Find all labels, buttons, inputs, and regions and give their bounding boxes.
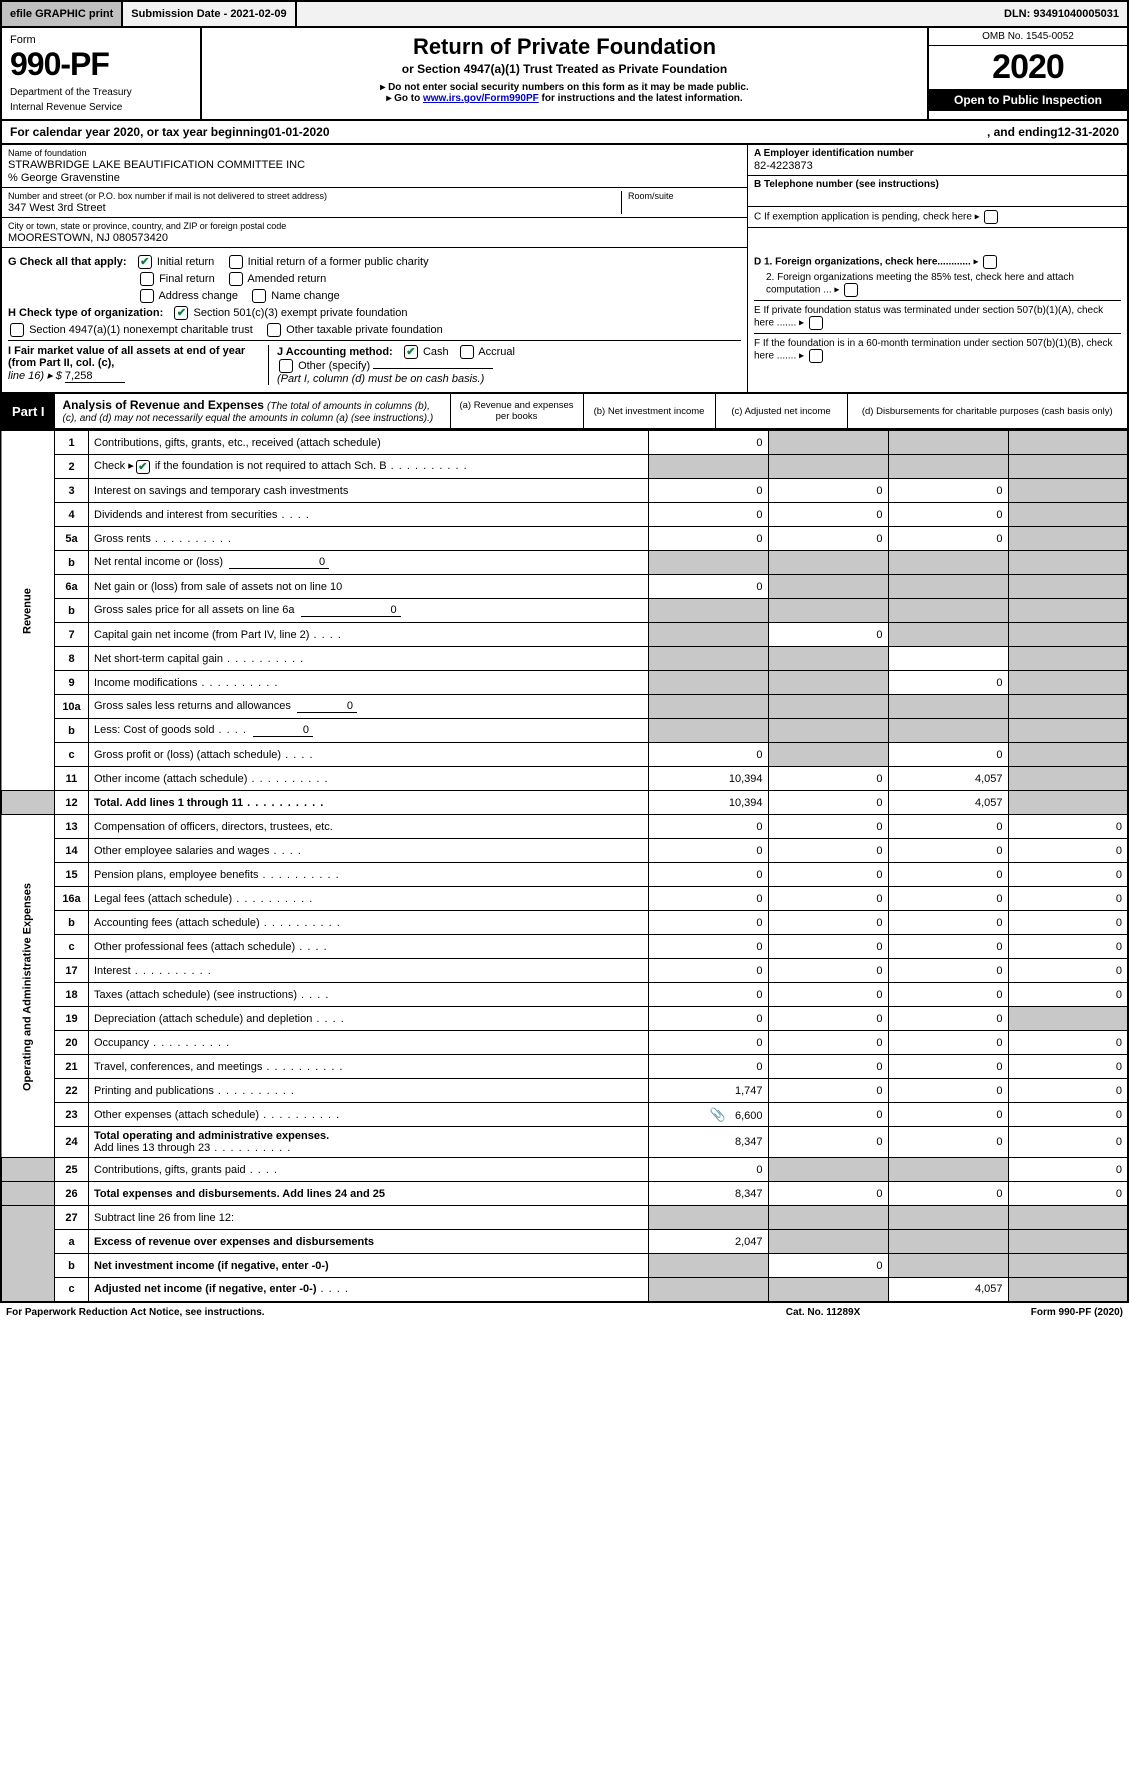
- part1-title: Analysis of Revenue and Expenses: [63, 398, 264, 412]
- header-right: OMB No. 1545-0052 2020 Open to Public In…: [927, 28, 1127, 119]
- open-to-public: Open to Public Inspection: [929, 89, 1127, 111]
- bullet-ssn: ▸ Do not enter social security numbers o…: [212, 82, 917, 93]
- fmv-value: 7,258: [65, 370, 125, 383]
- year-begin: 01-01-2020: [268, 125, 329, 139]
- col-c-header: (c) Adjusted net income: [715, 394, 847, 428]
- ein-value: 82-4223873: [754, 160, 1121, 172]
- d2-label: 2. Foreign organizations meeting the 85%…: [766, 272, 1074, 296]
- efile-label: efile GRAPHIC print: [2, 2, 123, 26]
- calendar-year-row: For calendar year 2020, or tax year begi…: [0, 121, 1129, 145]
- i-label: I Fair market value of all assets at end…: [8, 345, 245, 369]
- 4947-checkbox[interactable]: [10, 323, 24, 337]
- col-b-header: (b) Net investment income: [583, 394, 715, 428]
- top-bar: efile GRAPHIC print Submission Date - 20…: [0, 0, 1129, 28]
- row-1-desc: Contributions, gifts, grants, etc., rece…: [89, 431, 649, 455]
- d1-checkbox[interactable]: [983, 255, 997, 269]
- f-checkbox[interactable]: [809, 349, 823, 363]
- form-word: Form: [10, 34, 192, 46]
- part1-header: Part I Analysis of Revenue and Expenses …: [0, 394, 1129, 430]
- header-left: Form 990-PF Department of the Treasury I…: [2, 28, 202, 119]
- form-subtitle: or Section 4947(a)(1) Trust Treated as P…: [212, 62, 917, 76]
- page-footer: For Paperwork Reduction Act Notice, see …: [0, 1303, 1129, 1322]
- col-a-header: (a) Revenue and expenses per books: [451, 394, 583, 428]
- name-change-checkbox[interactable]: [252, 289, 266, 303]
- form-header: Form 990-PF Department of the Treasury I…: [0, 28, 1129, 121]
- final-return-checkbox[interactable]: [140, 272, 154, 286]
- initial-return-checkbox[interactable]: ✔: [138, 255, 152, 269]
- cash-checkbox[interactable]: ✔: [404, 345, 418, 359]
- room-label: Room/suite: [628, 191, 741, 201]
- revenue-side-label: Revenue: [1, 431, 55, 791]
- ein-label: A Employer identification number: [754, 148, 914, 159]
- name-label: Name of foundation: [8, 148, 741, 158]
- irs-link[interactable]: www.irs.gov/Form990PF: [423, 93, 539, 104]
- city-label: City or town, state or province, country…: [8, 221, 741, 231]
- year-end: 12-31-2020: [1058, 125, 1119, 139]
- section-g-h-i-j: G Check all that apply: ✔ Initial return…: [0, 248, 1129, 394]
- row-2-desc: Check ▸✔ if the foundation is not requir…: [89, 455, 649, 479]
- phone-label: B Telephone number (see instructions): [754, 179, 939, 190]
- tax-year: 2020: [929, 46, 1127, 89]
- j-note: (Part I, column (d) must be on cash basi…: [277, 373, 484, 385]
- topbar-gap: [297, 2, 996, 26]
- submission-date: Submission Date - 2021-02-09: [123, 2, 296, 26]
- d1-label: D 1. Foreign organizations, check here..…: [754, 257, 971, 268]
- initial-former-checkbox[interactable]: [229, 255, 243, 269]
- form-title: Return of Private Foundation: [212, 34, 917, 60]
- street-address: 347 West 3rd Street: [8, 202, 621, 214]
- foundation-name: STRAWBRIDGE LAKE BEAUTIFICATION COMMITTE…: [8, 159, 741, 171]
- other-taxable-checkbox[interactable]: [267, 323, 281, 337]
- footer-mid: Cat. No. 11289X: [723, 1307, 923, 1318]
- addr-label: Number and street (or P.O. box number if…: [8, 191, 621, 201]
- dept-irs: Internal Revenue Service: [10, 102, 192, 113]
- exemption-checkbox[interactable]: [984, 210, 998, 224]
- col-d-header: (d) Disbursements for charitable purpose…: [847, 394, 1127, 428]
- form-number: 990-PF: [10, 46, 192, 83]
- expenses-side-label: Operating and Administrative Expenses: [1, 815, 55, 1158]
- e-label: E If private foundation status was termi…: [754, 305, 1103, 329]
- dln: DLN: 93491040005031: [996, 2, 1127, 26]
- sch-b-checkbox[interactable]: ✔: [136, 460, 150, 474]
- accrual-checkbox[interactable]: [460, 345, 474, 359]
- part1-table: Revenue 1 Contributions, gifts, grants, …: [0, 430, 1129, 1303]
- address-change-checkbox[interactable]: [140, 289, 154, 303]
- care-of: % George Gravenstine: [8, 172, 741, 184]
- header-middle: Return of Private Foundation or Section …: [202, 28, 927, 119]
- 501c3-checkbox[interactable]: ✔: [174, 306, 188, 320]
- footer-left: For Paperwork Reduction Act Notice, see …: [6, 1307, 723, 1318]
- dept-treasury: Department of the Treasury: [10, 87, 192, 98]
- e-checkbox[interactable]: [809, 316, 823, 330]
- paperclip-icon[interactable]: 📎: [710, 1107, 726, 1122]
- entity-block: Name of foundation STRAWBRIDGE LAKE BEAU…: [0, 145, 1129, 248]
- j-label: J Accounting method:: [277, 346, 393, 358]
- part1-label: Part I: [2, 394, 55, 428]
- h-row: H Check type of organization: ✔ Section …: [8, 306, 741, 320]
- other-method-checkbox[interactable]: [279, 359, 293, 373]
- footer-right: Form 990-PF (2020): [923, 1307, 1123, 1318]
- f-label: F If the foundation is in a 60-month ter…: [754, 338, 1113, 362]
- d2-checkbox[interactable]: [844, 283, 858, 297]
- amended-return-checkbox[interactable]: [229, 272, 243, 286]
- bullet-link-line: ▸ Go to www.irs.gov/Form990PF for instru…: [212, 93, 917, 104]
- city-state-zip: MOORESTOWN, NJ 080573420: [8, 232, 741, 244]
- omb-number: OMB No. 1545-0052: [929, 28, 1127, 46]
- exemption-pending-label: C If exemption application is pending, c…: [754, 212, 972, 223]
- g-row: G Check all that apply: ✔ Initial return…: [8, 255, 741, 269]
